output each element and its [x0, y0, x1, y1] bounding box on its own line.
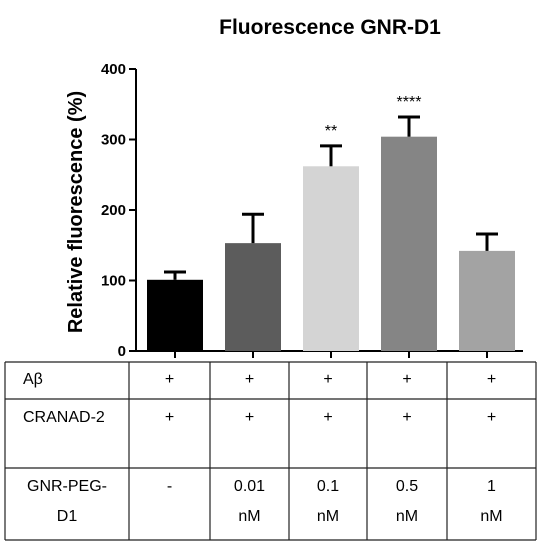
table-row-label: GNR-PEG- — [27, 478, 107, 495]
table-cell: + — [487, 409, 496, 426]
table-cell: + — [323, 409, 332, 426]
table-cell: + — [402, 409, 411, 426]
table-cell: 0.1 — [317, 478, 339, 495]
y-tick-label: 100 — [101, 273, 126, 290]
y-tick-label: 0 — [118, 343, 126, 360]
table-row-label: Aβ — [23, 371, 43, 388]
y-tick-label: 400 — [101, 61, 126, 78]
table-cell: + — [402, 371, 411, 388]
table-cell: 0.01 — [234, 478, 265, 495]
bar — [459, 250, 515, 351]
bar — [225, 243, 281, 351]
table-row-label: D1 — [57, 508, 78, 525]
y-tick-label: 200 — [101, 202, 126, 219]
table-cell: nM — [317, 508, 339, 525]
table-cell: - — [167, 478, 172, 495]
table-cell: nM — [480, 508, 502, 525]
bar — [381, 136, 437, 351]
significance-label: **** — [397, 94, 422, 111]
table-cell: 1 — [487, 478, 496, 495]
condition-table: Aβ + + + + + CRANAD-2 + + + + + GNR-PEG- D1 - 0.01 nM 0.1… — [4, 361, 537, 541]
table-cell: + — [323, 371, 332, 388]
table-cell: nM — [238, 508, 260, 525]
table-cell: + — [245, 371, 254, 388]
y-axis-label: Relative fluorescence (%) — [65, 91, 87, 333]
table-cell: 0.5 — [396, 478, 418, 495]
significance-label: ** — [325, 123, 337, 140]
table-cell: + — [245, 409, 254, 426]
table-cell: + — [165, 409, 174, 426]
table-cell: + — [165, 371, 174, 388]
bar — [303, 166, 359, 351]
table-row-label: CRANAD-2 — [23, 409, 105, 426]
bar — [147, 279, 203, 351]
table-cell: nM — [396, 508, 418, 525]
y-tick-label: 300 — [101, 132, 126, 149]
table-cell: + — [487, 371, 496, 388]
chart-title: Fluorescence GNR-D1 — [219, 16, 441, 39]
